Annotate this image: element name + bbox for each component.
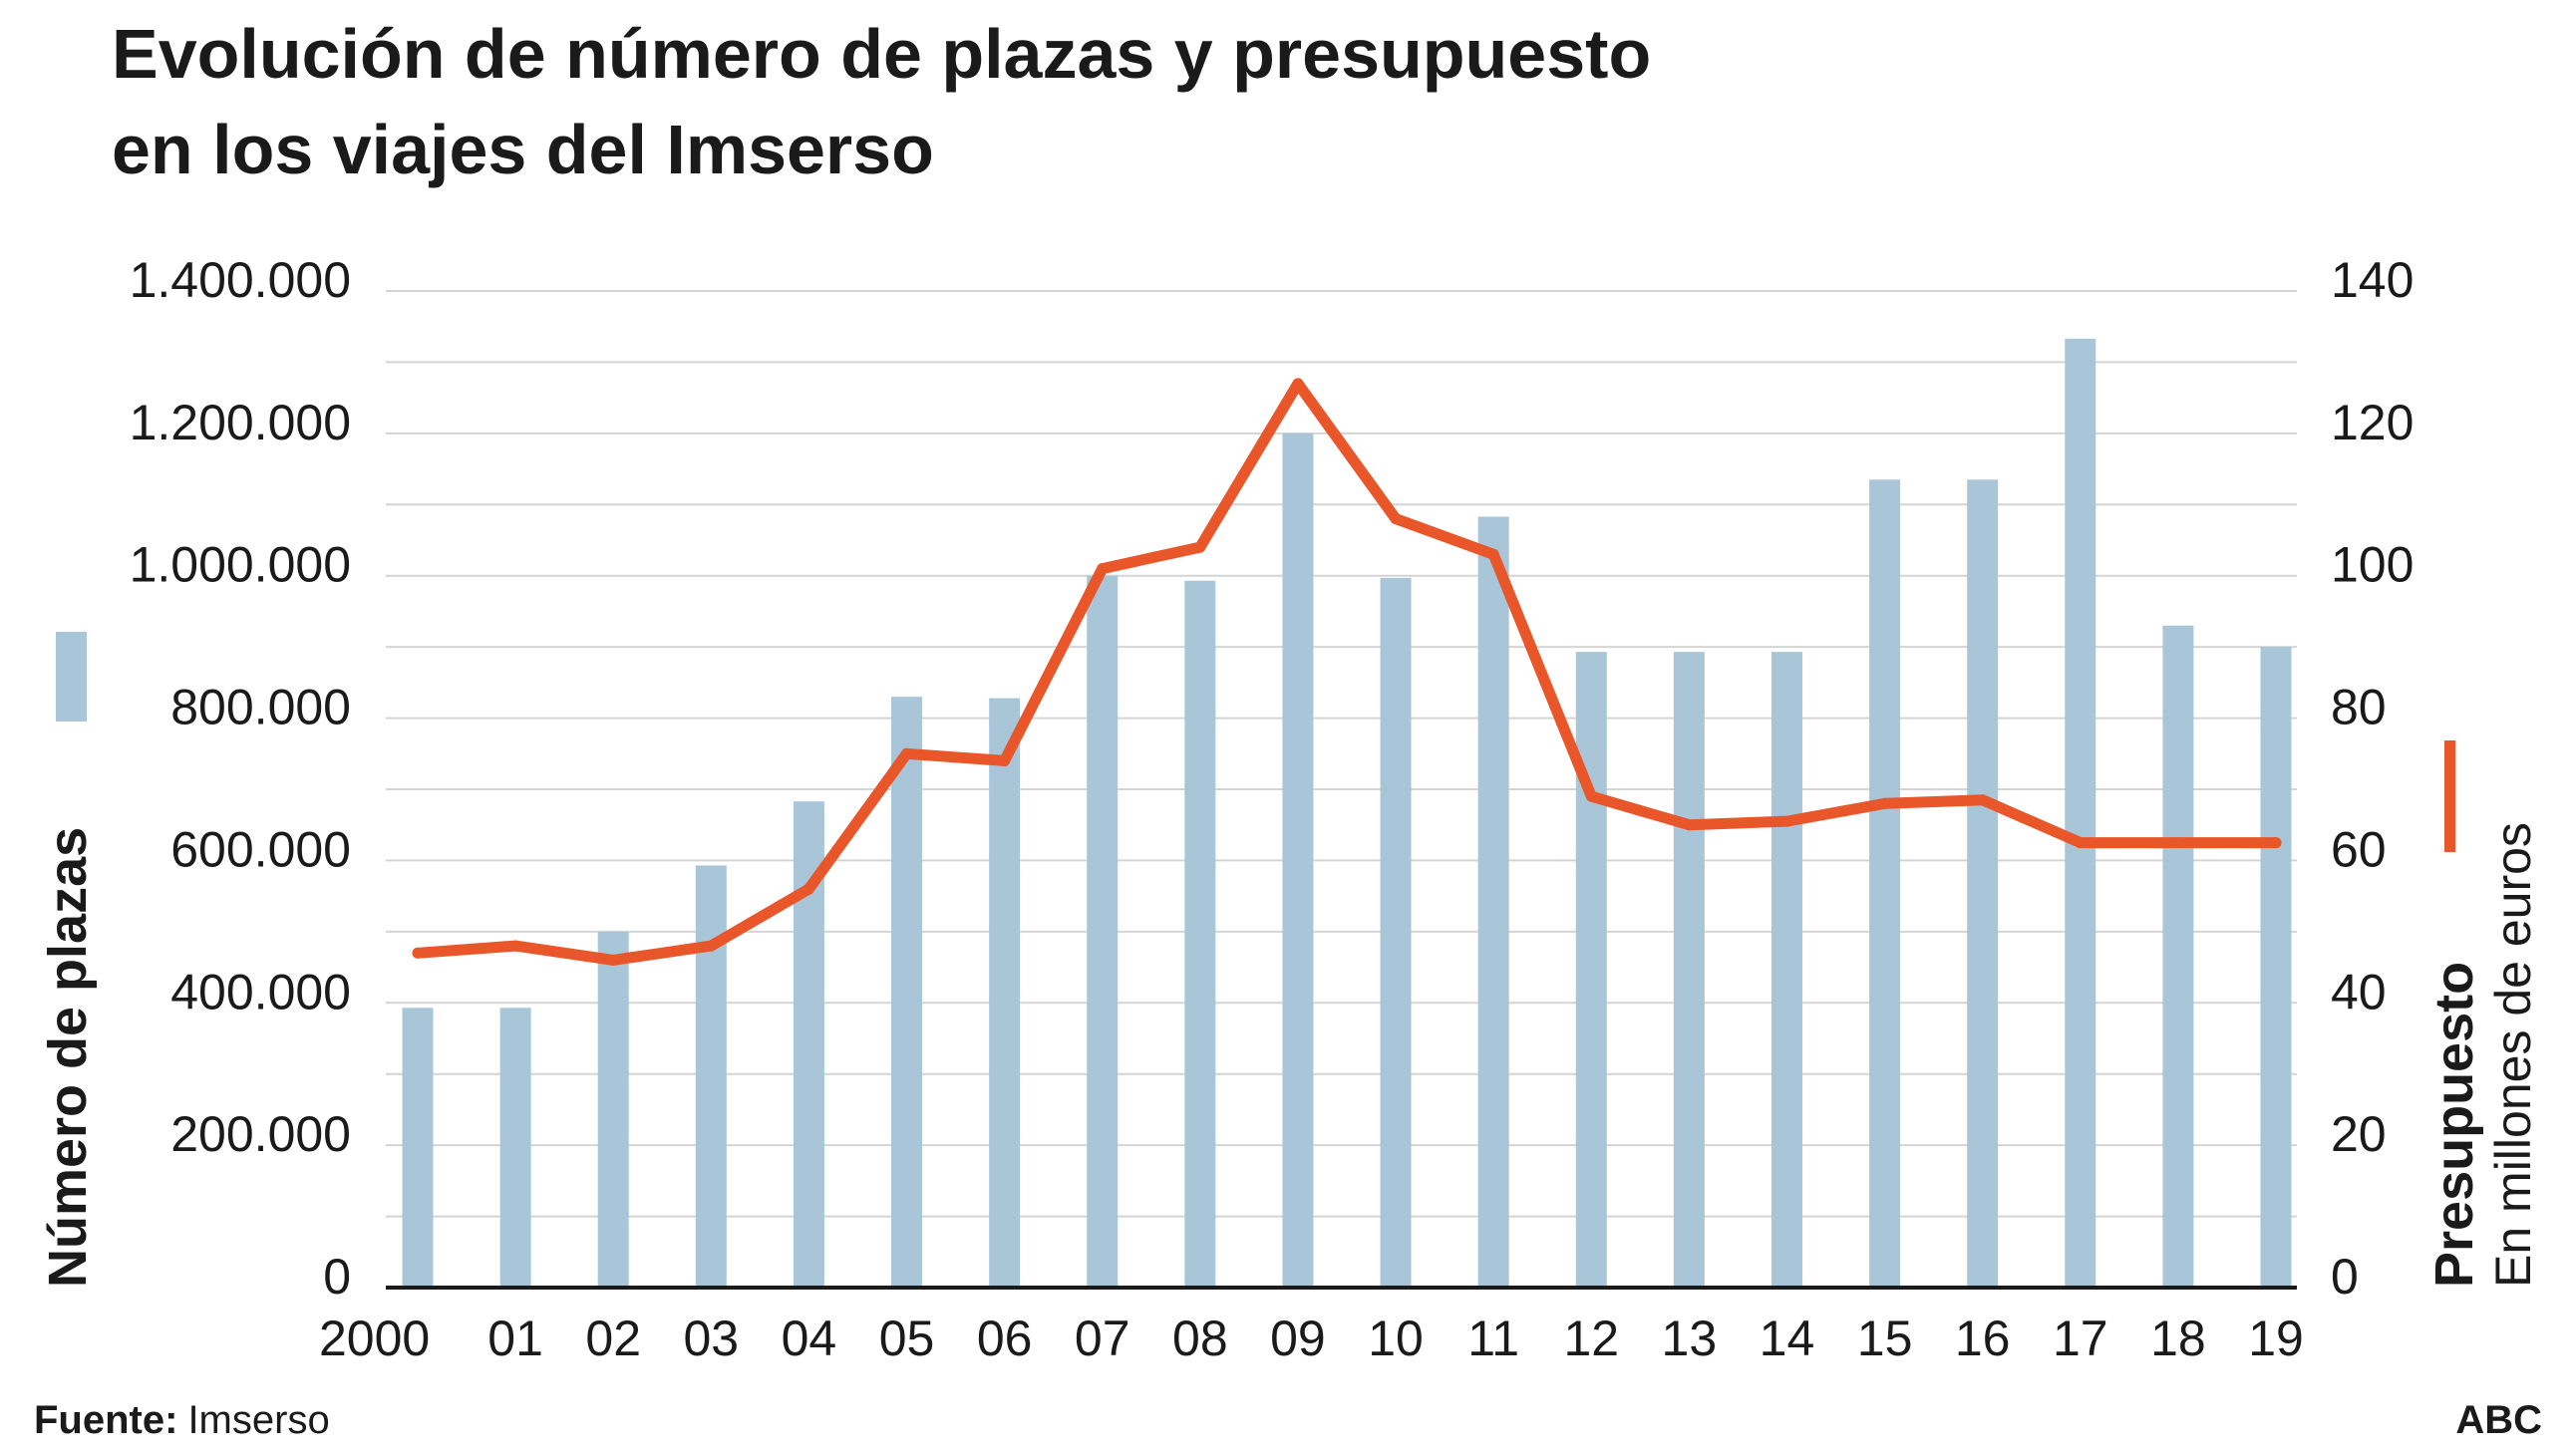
left-tick-label: 1.400.000 [130,252,351,308]
budget-point [1487,548,1499,560]
budget-point [1683,819,1695,831]
budget-point [2270,837,2282,849]
x-axis-ticks: 2000 01 02 03 04 05 06 07 08 09 10 11 12 13 14 15 16 17 18… [319,1310,2304,1366]
bar [402,1008,434,1288]
budget-point [705,940,717,952]
left-axis-label: Número de plazas [38,827,98,1288]
x-tick-label: 08 [1172,1310,1228,1366]
bar [1771,652,1802,1288]
right-axis-label: Presupuesto [2424,962,2484,1288]
budget-point [803,883,814,895]
budget-point [1977,794,1989,806]
bar [1477,516,1509,1288]
x-tick-label: 05 [879,1310,935,1366]
x-tick-label: 17 [2053,1310,2108,1366]
bar [2065,338,2096,1288]
bar [2260,647,2292,1288]
x-tick-label: 02 [585,1310,641,1366]
x-tick-label: 2000 [319,1310,430,1366]
budget-point [1292,378,1304,390]
budget-point [1194,541,1206,553]
bar [1967,479,1999,1288]
x-tick-label: 13 [1662,1310,1718,1366]
right-tick-label: 20 [2331,1106,2387,1162]
budget-point [2075,837,2087,849]
budget-point [412,947,424,959]
left-tick-label: 1.200.000 [130,395,351,450]
right-tick-label: 120 [2331,395,2414,450]
bar [989,698,1021,1288]
chart-title-line2: en los viajes del Imserso [112,111,934,188]
left-tick-label: 600.000 [170,821,351,877]
bar [499,1008,531,1288]
budget-point [1780,815,1792,827]
budget-point [1585,790,1597,802]
source-value: Imserso [187,1398,329,1442]
right-tick-label: 80 [2331,680,2387,735]
budget-point [509,940,521,952]
left-tick-label: 800.000 [170,680,351,735]
right-axis-sublabel: En millones de euros [2485,822,2541,1288]
left-tick-label: 400.000 [170,964,351,1019]
bar-legend-swatch [56,632,87,722]
brand-logo: ABC [2455,1398,2542,1442]
bar [1282,433,1314,1288]
bar [1575,652,1607,1288]
left-tick-label: 1.000.000 [130,537,351,593]
x-tick-label: 01 [487,1310,543,1366]
budget-point [1390,513,1402,525]
bar [1673,652,1705,1288]
bar [891,697,923,1288]
x-tick-label: 04 [782,1310,837,1366]
source-note: Fuente: Imserso [34,1398,330,1442]
x-tick-label: 06 [977,1310,1033,1366]
left-tick-label: 0 [323,1249,351,1305]
x-tick-label: 03 [684,1310,740,1366]
x-tick-label: 19 [2248,1310,2304,1366]
right-tick-label: 0 [2331,1249,2359,1305]
x-tick-label: 07 [1075,1310,1130,1366]
bars [402,338,2292,1288]
source-label: Fuente: [34,1398,177,1442]
x-tick-label: 18 [2150,1310,2206,1366]
bar [597,931,629,1288]
right-tick-label: 100 [2331,537,2414,593]
x-tick-label: 11 [1467,1310,1519,1366]
budget-point [901,747,913,759]
x-tick-label: 15 [1857,1310,1913,1366]
budget-point [1097,563,1109,575]
right-axis-ticks: 0 20 40 60 80 100 120 140 [2331,252,2414,1305]
budget-point [2172,837,2184,849]
x-tick-label: 14 [1760,1310,1815,1366]
budget-line [412,378,2282,966]
right-tick-label: 40 [2331,964,2387,1019]
x-tick-label: 09 [1270,1310,1326,1366]
bar [2162,625,2194,1288]
left-axis-ticks: 0 200.000 400.000 600.000 800.000 1.000.000 1.… [130,252,351,1305]
bar [1869,479,1901,1288]
right-tick-label: 60 [2331,821,2387,877]
chart-title-line1: Evolución de número de plazas y presupue… [112,15,1651,93]
budget-point [607,954,619,966]
gridlines [386,290,2297,1218]
budget-point [999,754,1011,766]
x-tick-label: 10 [1368,1310,1424,1366]
bar [1087,575,1119,1288]
budget-point [1879,797,1891,809]
bar [1380,577,1412,1288]
bar [1184,580,1216,1288]
x-tick-label: 16 [1955,1310,2011,1366]
left-tick-label: 200.000 [170,1106,351,1162]
right-tick-label: 140 [2331,252,2414,308]
line-legend-swatch [2444,740,2455,852]
budget-line-layer [412,378,2282,966]
bar [695,865,727,1288]
x-tick-label: 12 [1563,1310,1619,1366]
